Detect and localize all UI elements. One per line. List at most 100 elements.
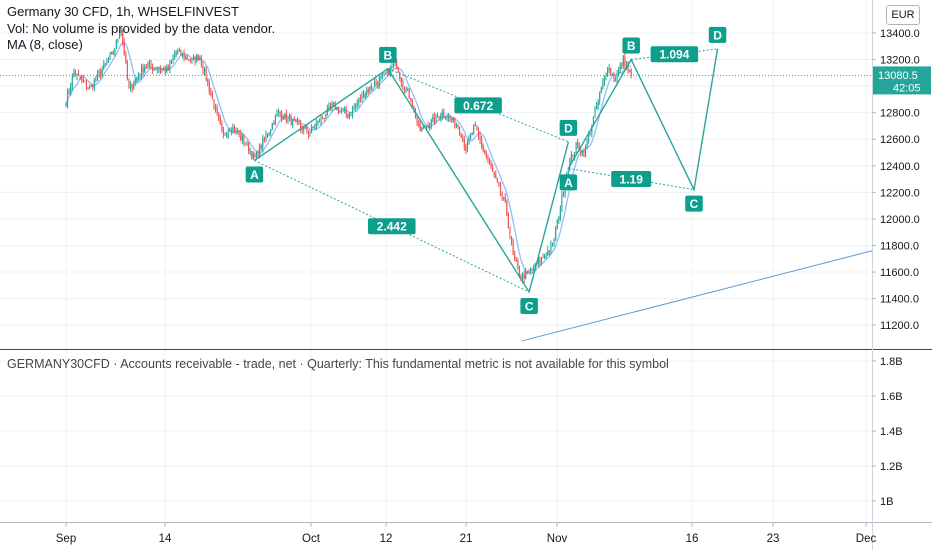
candle-body	[260, 145, 262, 149]
candle-body	[629, 69, 631, 71]
candle-body	[361, 94, 363, 100]
candle-body	[65, 106, 67, 108]
candle-body	[462, 137, 464, 140]
candle-body	[107, 59, 110, 62]
candle-body	[129, 84, 132, 88]
candle-body	[218, 113, 220, 119]
candle-body	[344, 109, 346, 111]
point-label-d-bg	[559, 119, 578, 136]
candle-body	[605, 75, 607, 78]
candle-body	[599, 93, 601, 101]
candle-body	[614, 78, 617, 82]
candle-body	[381, 74, 383, 77]
currency-button[interactable]: EUR	[886, 5, 920, 25]
ratio-label-bg	[611, 171, 652, 188]
candle-body	[331, 103, 333, 108]
candle-body	[375, 82, 377, 84]
candle-body	[103, 63, 105, 70]
candle-body	[191, 58, 193, 62]
lower-pane-title: GERMANY30CFD · Accounts receivable - tra…	[7, 357, 669, 371]
candle-body	[452, 117, 454, 121]
candle-body	[454, 117, 456, 127]
point-label-a-bg	[559, 174, 578, 191]
candle-body	[555, 229, 557, 240]
candle-body	[289, 117, 291, 119]
candle-body	[155, 68, 157, 70]
candle-body	[323, 118, 325, 120]
candle-body	[583, 150, 585, 157]
candle-body	[227, 131, 229, 136]
candle-body	[337, 107, 339, 113]
candle-body	[131, 84, 133, 89]
trendline-layer[interactable]	[521, 250, 873, 342]
candle-body	[429, 125, 431, 128]
candle-body	[437, 114, 439, 117]
candle-body	[79, 75, 81, 79]
candle-body	[174, 54, 176, 58]
candle-body	[419, 124, 421, 132]
candle-body	[514, 254, 516, 260]
candle-body	[74, 72, 76, 76]
candle-body	[194, 56, 196, 62]
candle-body	[522, 274, 524, 279]
point-label-d: D	[713, 28, 722, 42]
candle-body	[578, 145, 580, 151]
last-price-box	[873, 66, 931, 95]
candle-body	[630, 69, 632, 75]
candle-body	[584, 144, 587, 157]
candle-body	[144, 67, 146, 72]
candle-body	[345, 109, 347, 115]
lower-y-tick-label: 1.4B	[880, 426, 903, 438]
candle-body	[405, 89, 407, 92]
candle-body	[114, 48, 116, 54]
ratio-label: 1.094	[659, 48, 689, 62]
candle-body	[449, 116, 451, 119]
candle-body	[210, 92, 212, 96]
y-tick-label: 11800.0	[880, 240, 919, 252]
candle-body	[192, 56, 195, 59]
candle-body	[622, 56, 624, 66]
candle-body	[147, 65, 149, 68]
candle-body	[100, 71, 102, 75]
candle-body	[493, 171, 495, 175]
candle-body	[342, 109, 344, 111]
candle-body	[136, 77, 138, 80]
candle-body	[141, 67, 143, 76]
candle-body	[473, 124, 475, 133]
candle-body	[304, 127, 306, 129]
candle-body	[455, 124, 457, 127]
candle-body	[298, 121, 300, 125]
candle-body	[213, 99, 215, 109]
candle-body	[196, 54, 198, 62]
candle-body	[120, 30, 122, 36]
candle-body	[314, 127, 316, 129]
candle-body	[359, 98, 361, 100]
candle-body	[534, 263, 536, 269]
candle-body	[70, 86, 72, 92]
patterns-layer[interactable]: 2.442 0.672 A B C D 1.19 1.094 A B C D	[245, 26, 727, 314]
candle-body	[573, 152, 576, 157]
candle-body	[444, 116, 446, 119]
candle-body	[178, 50, 180, 52]
candle-body	[355, 104, 357, 108]
candle-body	[383, 72, 385, 75]
point-label-d: D	[564, 121, 573, 135]
candle-body	[326, 108, 328, 116]
candle-body	[244, 143, 247, 145]
candle-body	[372, 87, 374, 89]
pattern-ratio-line	[631, 48, 718, 61]
candle-body	[183, 53, 185, 59]
candle-body	[347, 114, 349, 118]
point-label-d-bg	[708, 26, 727, 43]
candle-body	[177, 51, 179, 53]
candle-body	[466, 143, 469, 151]
candle-body	[240, 134, 242, 140]
y-tick-label: 13200.0	[880, 55, 920, 67]
candle-body	[487, 156, 489, 161]
candle-body	[333, 103, 335, 105]
candle-body	[408, 89, 410, 99]
pattern-line	[567, 48, 719, 192]
candle-body	[197, 54, 199, 60]
candle-body	[188, 59, 190, 61]
